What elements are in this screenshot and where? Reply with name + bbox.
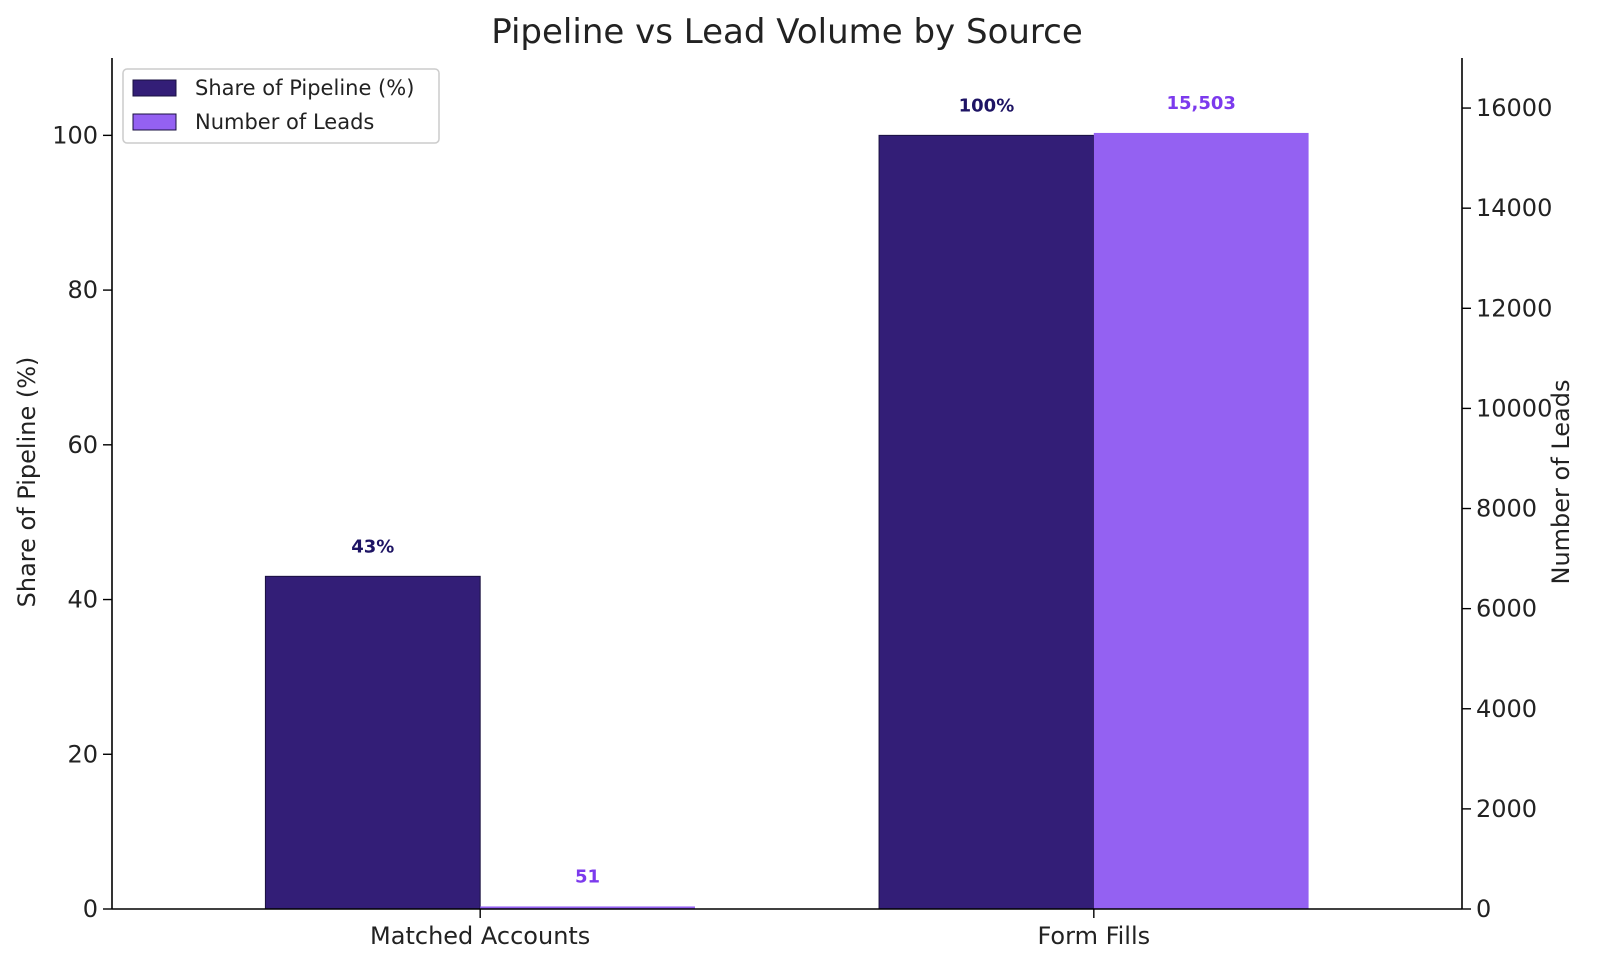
- right-tick-label: 2000: [1476, 795, 1537, 823]
- legend: Share of Pipeline (%) Number of Leads: [122, 68, 440, 144]
- right-tick-label: 14000: [1476, 194, 1552, 222]
- right-tick-label: 10000: [1476, 394, 1552, 422]
- right-tick-label: 0: [1476, 895, 1491, 923]
- right-axis-title: Number of Leads: [1547, 380, 1575, 585]
- left-axis: 0 20 40 60 80 100: [52, 58, 113, 923]
- data-label-pipeline-1: 100%: [959, 95, 1015, 116]
- right-tick-label: 4000: [1476, 695, 1537, 723]
- right-tick-label: 8000: [1476, 495, 1537, 523]
- left-tick-label: 40: [67, 586, 98, 614]
- bar-pipeline-0: [264, 575, 481, 910]
- bar-pipeline-1: [878, 134, 1095, 910]
- right-tick-label: 16000: [1476, 94, 1552, 122]
- data-label-pipeline-0: 43%: [351, 536, 394, 557]
- left-tick-label: 20: [67, 740, 98, 768]
- legend-box: [122, 68, 440, 144]
- legend-swatch: [132, 113, 177, 131]
- x-axis: Matched Accounts Form Fills: [112, 908, 1462, 950]
- bar-leads-1: [1093, 132, 1309, 910]
- x-tick-label: Matched Accounts: [370, 922, 590, 950]
- left-tick-label: 60: [67, 431, 98, 459]
- plot-area: 43% 100% 51 15,503: [264, 93, 1309, 910]
- data-label-leads-0: 51: [575, 866, 600, 887]
- legend-label: Share of Pipeline (%): [195, 76, 414, 100]
- right-tick-label: 12000: [1476, 294, 1552, 322]
- bar-leads-0: [480, 906, 695, 909]
- legend-label: Number of Leads: [195, 110, 374, 134]
- left-axis-title: Share of Pipeline (%): [13, 357, 41, 608]
- left-tick-label: 0: [83, 895, 98, 923]
- left-tick-label: 80: [67, 276, 98, 304]
- right-axis: 0 2000 4000 6000 8000 10000 12000 14000 16000: [1461, 58, 1552, 923]
- chart-title: Pipeline vs Lead Volume by Source: [491, 12, 1083, 52]
- right-tick-label: 6000: [1476, 595, 1537, 623]
- legend-swatch: [132, 79, 177, 97]
- data-label-leads-1: 15,503: [1166, 93, 1235, 114]
- x-tick-label: Form Fills: [1037, 922, 1150, 950]
- left-tick-label: 100: [52, 121, 98, 149]
